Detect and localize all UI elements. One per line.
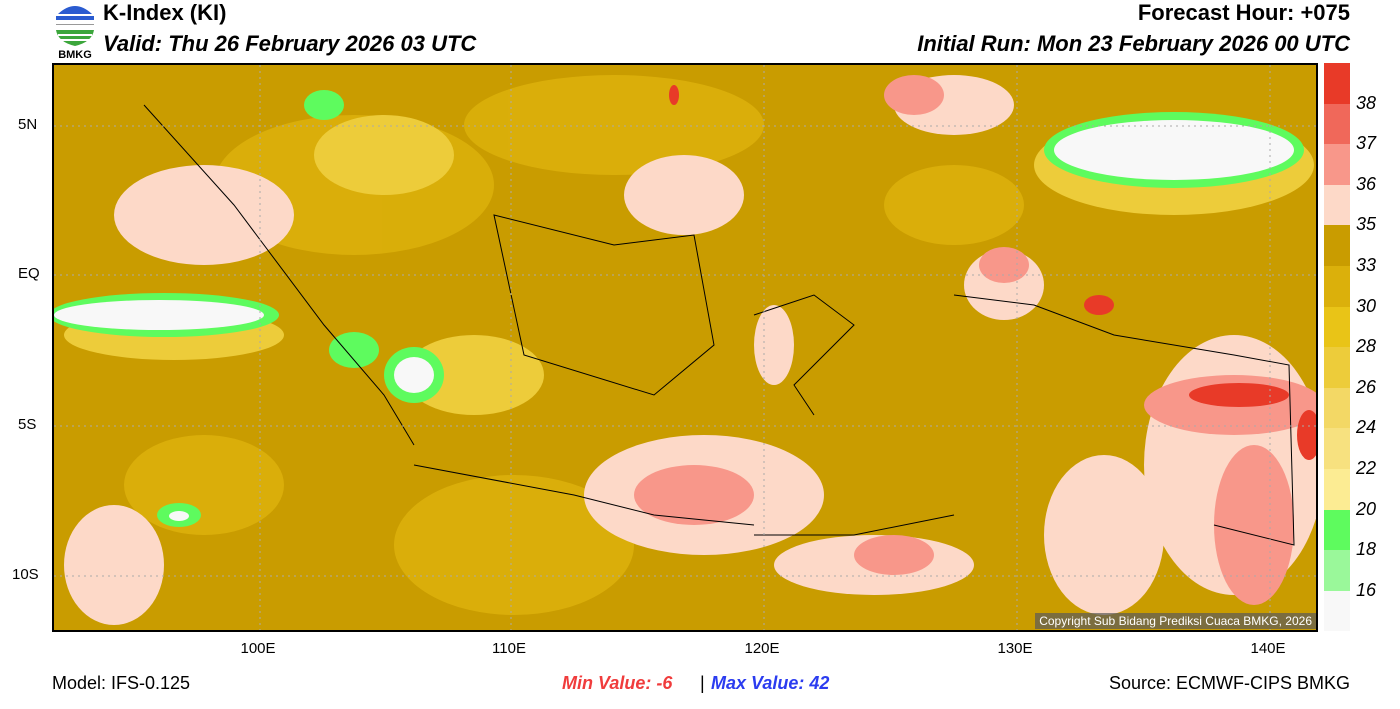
copyright-label: Copyright Sub Bidang Prediksi Cuaca BMKG… <box>1035 613 1316 629</box>
colorbar-label: 22 <box>1356 458 1377 478</box>
colorbar-label: 33 <box>1356 255 1377 275</box>
lon-label: 130E <box>997 640 1033 657</box>
colorbar-bin <box>1324 265 1350 307</box>
colorbar <box>1324 63 1350 632</box>
lat-label: 5N <box>18 116 38 133</box>
colorbar-bin <box>1324 387 1350 429</box>
separator: | <box>700 673 705 693</box>
bmkg-logo: BMKG <box>52 2 98 61</box>
lat-label: 10S <box>12 566 39 583</box>
lat-label: EQ <box>18 265 40 282</box>
svg-text:BMKG: BMKG <box>58 49 92 60</box>
colorbar-bin <box>1324 144 1350 185</box>
colorbar-bin <box>1324 103 1350 145</box>
map-title: K-Index (KI) <box>103 0 227 25</box>
max-value: Max Value: 42 <box>711 673 830 693</box>
colorbar-label: 30 <box>1356 295 1377 316</box>
min-value: Min Value: -6 <box>562 673 673 693</box>
lon-label: 100E <box>240 640 276 657</box>
colorbar-bin <box>1324 428 1350 469</box>
source-label: Source: ECMWF-CIPS BMKG <box>1108 673 1350 693</box>
forecast-hour: Forecast Hour: +075 <box>1137 0 1350 25</box>
initial-run: Initial Run: Mon 23 February 2026 00 UTC <box>917 31 1350 56</box>
colorbar-label: 24 <box>1356 417 1377 438</box>
model-label: Model: IFS-0.125 <box>52 673 191 693</box>
colorbar-label: 28 <box>1356 336 1377 357</box>
colorbar-label: 37 <box>1356 133 1377 154</box>
colorbar-label: 18 <box>1356 539 1377 560</box>
colorbar-bin <box>1324 225 1350 266</box>
colorbar-bin <box>1324 509 1350 551</box>
colorbar-label: 36 <box>1356 173 1377 194</box>
lat-label: 5S <box>18 416 37 433</box>
colorbar-label: 35 <box>1356 214 1377 235</box>
valid-time: Valid: Thu 26 February 2026 03 UTC <box>103 31 477 56</box>
colorbar-bin <box>1324 590 1350 632</box>
colorbar-bin <box>1324 63 1350 104</box>
colorbar-label: 16 <box>1356 579 1377 600</box>
colorbar-label: 26 <box>1356 376 1377 397</box>
lon-label: 120E <box>744 640 780 657</box>
colorbar-label: 38 <box>1356 92 1377 113</box>
lon-label: 140E <box>1250 640 1286 657</box>
colorbar-bin <box>1324 306 1350 348</box>
colorbar-bin <box>1324 550 1350 591</box>
colorbar-label: 20 <box>1356 498 1377 519</box>
k-index-map[interactable] <box>52 63 1318 632</box>
colorbar-bin <box>1324 184 1350 226</box>
colorbar-bin <box>1324 347 1350 388</box>
lon-label: 110E <box>492 640 526 657</box>
colorbar-bin <box>1324 468 1350 510</box>
